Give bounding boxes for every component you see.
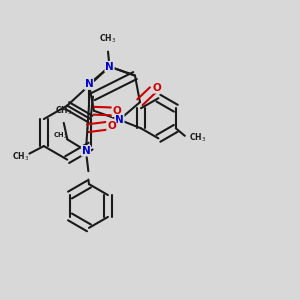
Text: O: O [107,121,116,131]
Text: CH$_3$: CH$_3$ [189,132,206,145]
Text: CH$_3$: CH$_3$ [55,105,72,118]
Text: N: N [85,79,93,89]
Text: N: N [115,115,124,125]
Text: CH$_3$: CH$_3$ [100,32,116,45]
Text: N: N [105,61,114,72]
Text: O: O [153,83,161,93]
Text: O: O [112,106,121,116]
Text: CH$_3$: CH$_3$ [12,151,29,164]
Text: N: N [82,146,90,156]
Text: CH$_2$: CH$_2$ [53,131,68,142]
